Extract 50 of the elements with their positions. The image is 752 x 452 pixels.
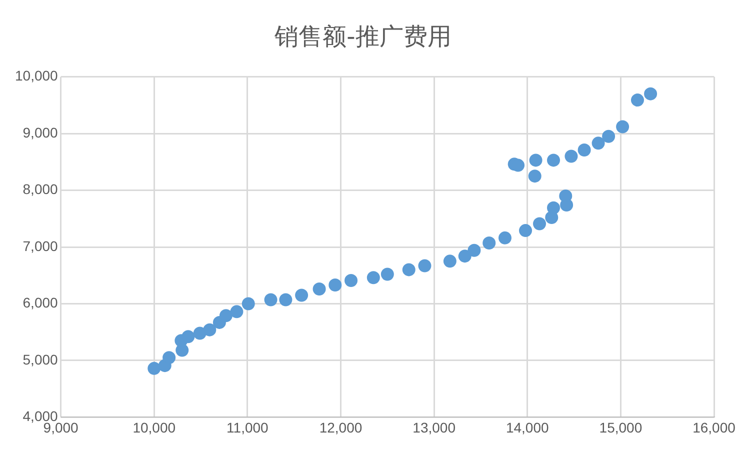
point — [418, 259, 432, 272]
point — [312, 282, 326, 296]
point — [264, 293, 278, 306]
x-tick-label: 13,000 — [412, 419, 456, 436]
x-tick-label: 16,000 — [692, 419, 736, 436]
point — [468, 244, 481, 257]
point — [602, 130, 616, 143]
point — [482, 236, 496, 250]
x-tick-label: 12,000 — [319, 419, 362, 436]
point — [592, 136, 605, 150]
point — [547, 201, 560, 214]
point — [533, 217, 546, 230]
point — [328, 278, 342, 292]
point — [519, 224, 532, 238]
point — [219, 309, 232, 322]
point — [578, 143, 591, 156]
point — [279, 293, 292, 306]
y-tick-label: 7,000 — [22, 238, 58, 254]
point — [529, 154, 542, 167]
point — [148, 362, 161, 375]
point — [295, 288, 308, 302]
point — [162, 351, 176, 364]
point — [528, 170, 542, 183]
point — [182, 330, 195, 344]
point — [498, 231, 512, 244]
y-tick-label: 6,000 — [22, 294, 58, 311]
point — [230, 305, 244, 318]
point — [366, 271, 380, 284]
chart-title: 销售额-推广费用 — [274, 22, 452, 51]
point — [458, 250, 472, 263]
point — [242, 297, 255, 310]
point — [547, 154, 560, 167]
point — [443, 254, 456, 268]
point — [630, 94, 644, 107]
x-tick-label: 15,000 — [599, 419, 642, 436]
y-tick-label: 9,000 — [22, 124, 58, 140]
point — [564, 150, 578, 163]
point — [380, 268, 394, 281]
y-tick-label: 8,000 — [22, 181, 58, 198]
y-tick-label: 10,000 — [14, 68, 58, 84]
x-tick-label: 14,000 — [506, 419, 549, 436]
point — [644, 87, 658, 100]
x-tick-label: 10,000 — [132, 419, 176, 436]
point — [344, 274, 358, 287]
point — [203, 323, 216, 336]
point — [559, 189, 572, 202]
x-tick-label: 11,000 — [226, 419, 269, 436]
point — [402, 263, 416, 276]
point — [616, 120, 630, 134]
y-tick-label: 5,000 — [22, 351, 58, 368]
